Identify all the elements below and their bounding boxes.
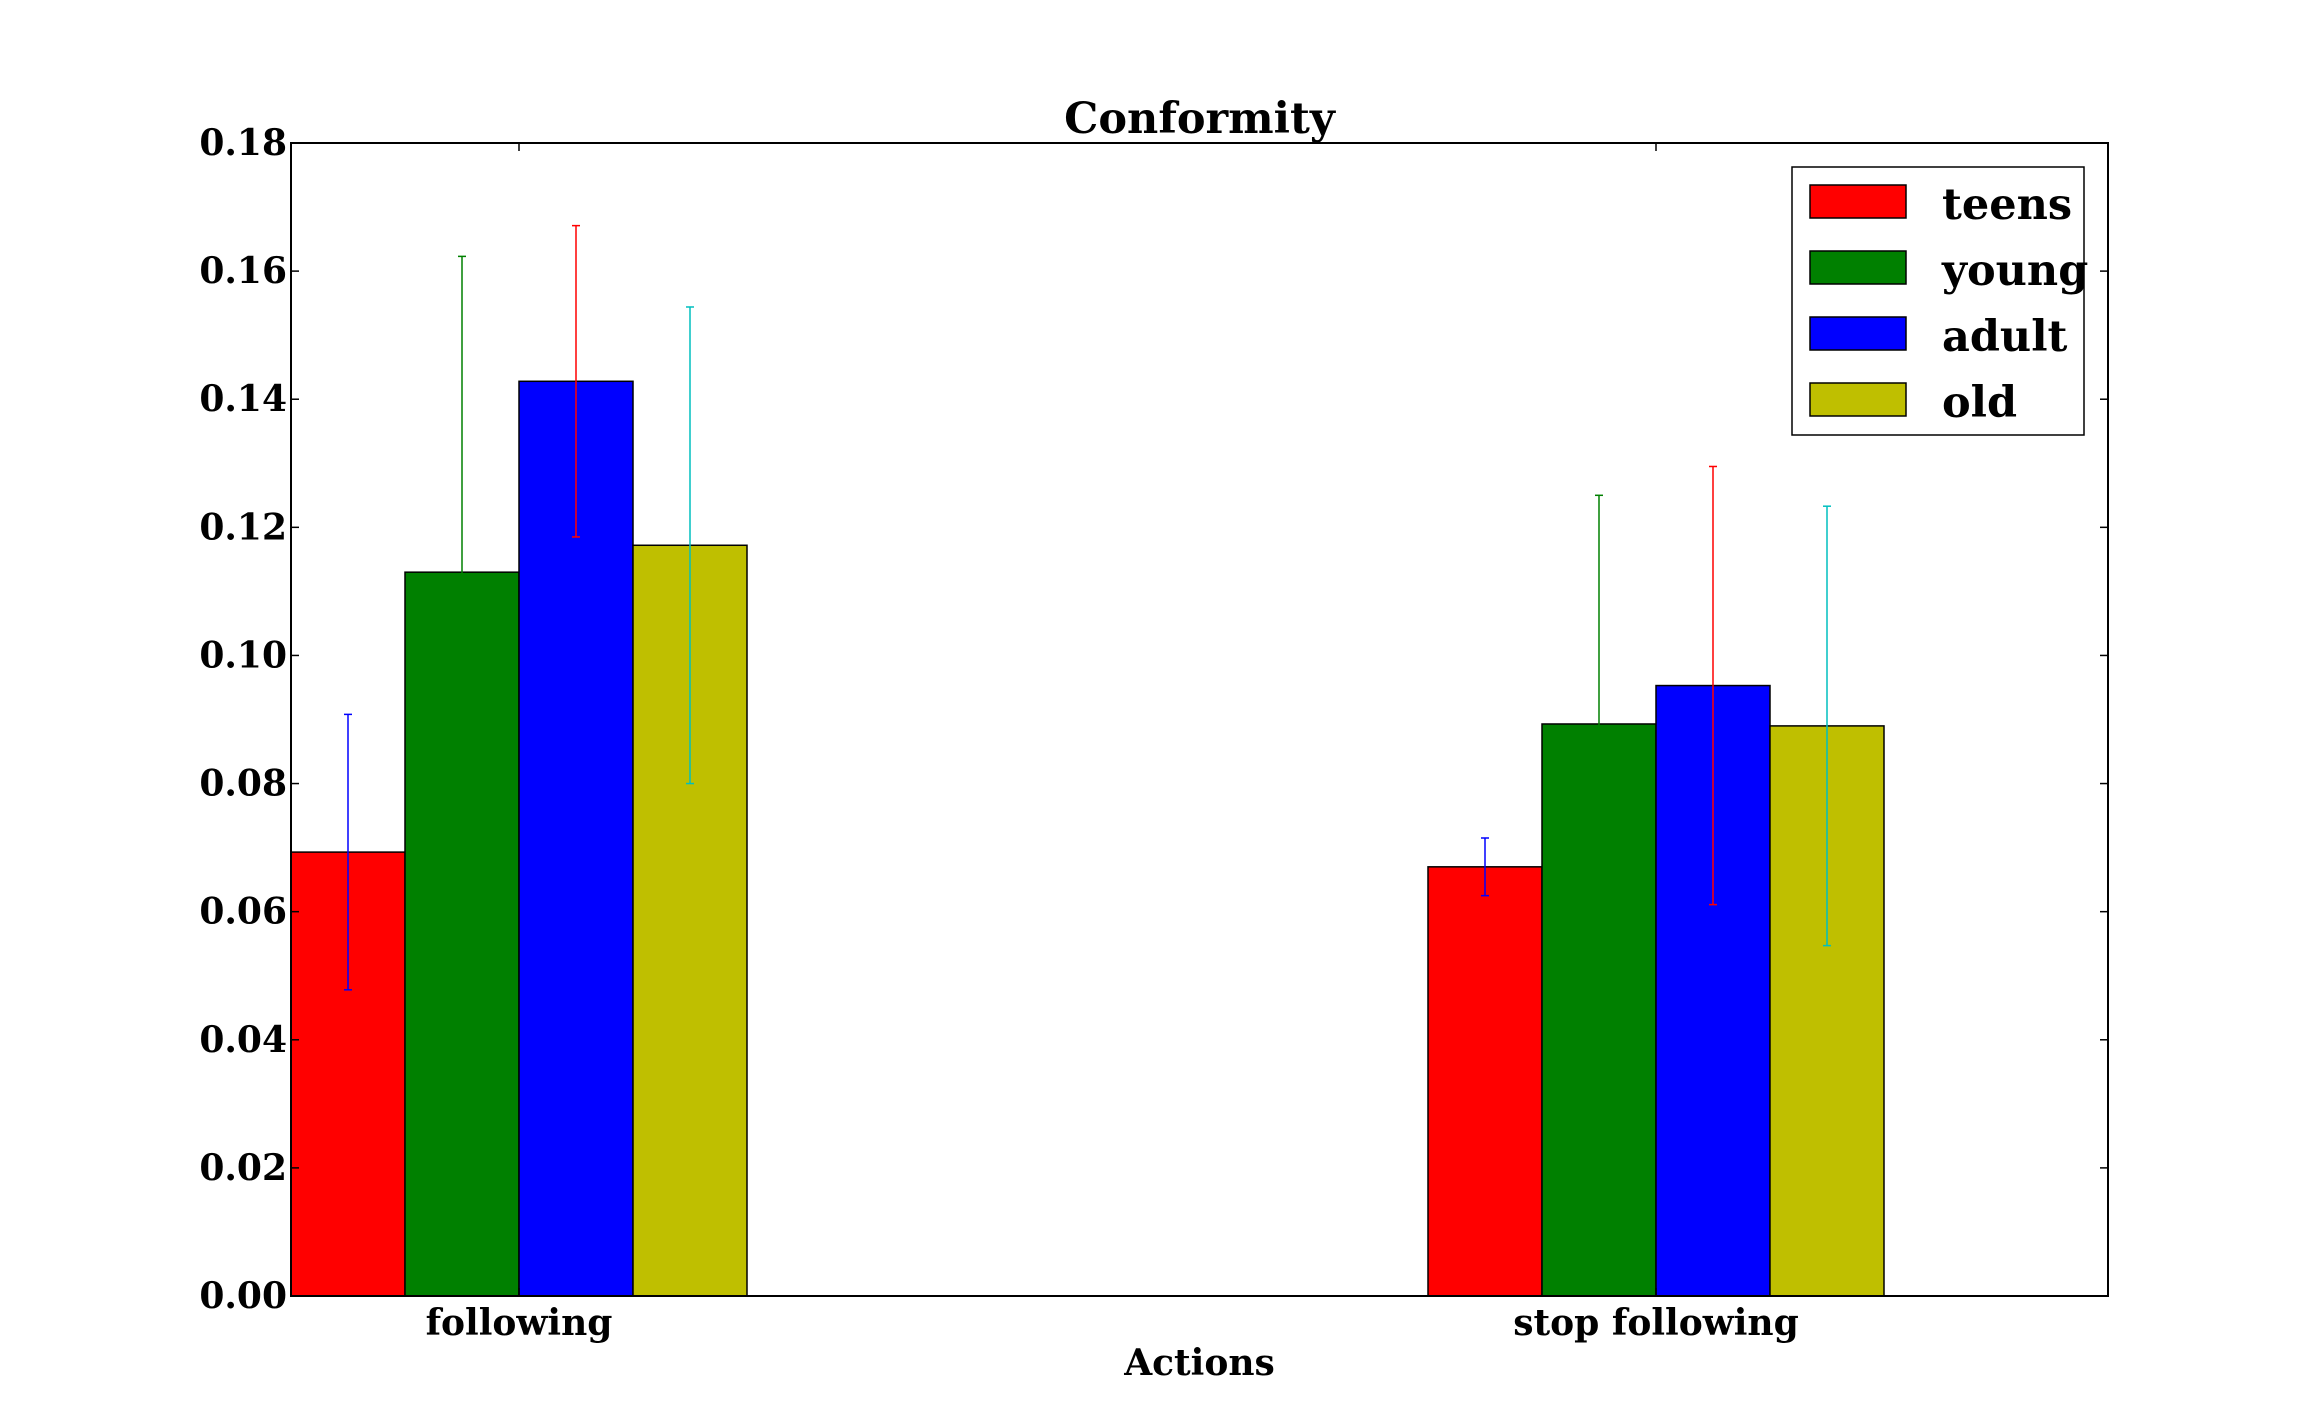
chart-title: Conformity xyxy=(1064,94,1337,144)
legend-swatch-old xyxy=(1809,382,1907,417)
bar-teens-1 xyxy=(1427,866,1543,1297)
legend-swatch-adult xyxy=(1809,316,1907,351)
y-tick-label-8: 0.16 xyxy=(199,250,287,292)
y-tick-label-3: 0.06 xyxy=(199,891,287,933)
legend-swatch-teens xyxy=(1809,184,1907,219)
legend-label-teens: teens xyxy=(1942,180,2072,230)
y-tick-label-5: 0.10 xyxy=(199,634,287,676)
x-axis-label: Actions xyxy=(1123,1342,1275,1384)
legend-label-old: old xyxy=(1942,378,2017,428)
y-tick-label-9: 0.18 xyxy=(199,122,287,164)
plot-frame xyxy=(290,142,2109,1297)
legend: teens young adult old xyxy=(1791,166,2088,436)
y-tick-label-7: 0.14 xyxy=(199,378,287,420)
y-tick-label-6: 0.12 xyxy=(199,506,287,548)
y-tick-label-0: 0.00 xyxy=(199,1275,287,1317)
ticks-layer: 0.00 0.02 0.04 0.06 0.08 0.10 0.12 0.14 0.16 0.18… xyxy=(199,122,2108,1344)
legend-swatch-young xyxy=(1809,250,1907,285)
bars-layer xyxy=(290,380,1885,1297)
legend-label-adult: adult xyxy=(1942,312,2068,362)
x-tick-label-0: following xyxy=(426,1302,613,1344)
y-tick-label-4: 0.08 xyxy=(199,763,287,805)
legend-label-young: young xyxy=(1941,246,2088,296)
error-bars-layer xyxy=(344,224,1831,991)
y-tick-label-1: 0.02 xyxy=(199,1147,287,1189)
x-tick-label-1: stop following xyxy=(1513,1302,1799,1344)
y-tick-label-2: 0.04 xyxy=(199,1019,287,1061)
